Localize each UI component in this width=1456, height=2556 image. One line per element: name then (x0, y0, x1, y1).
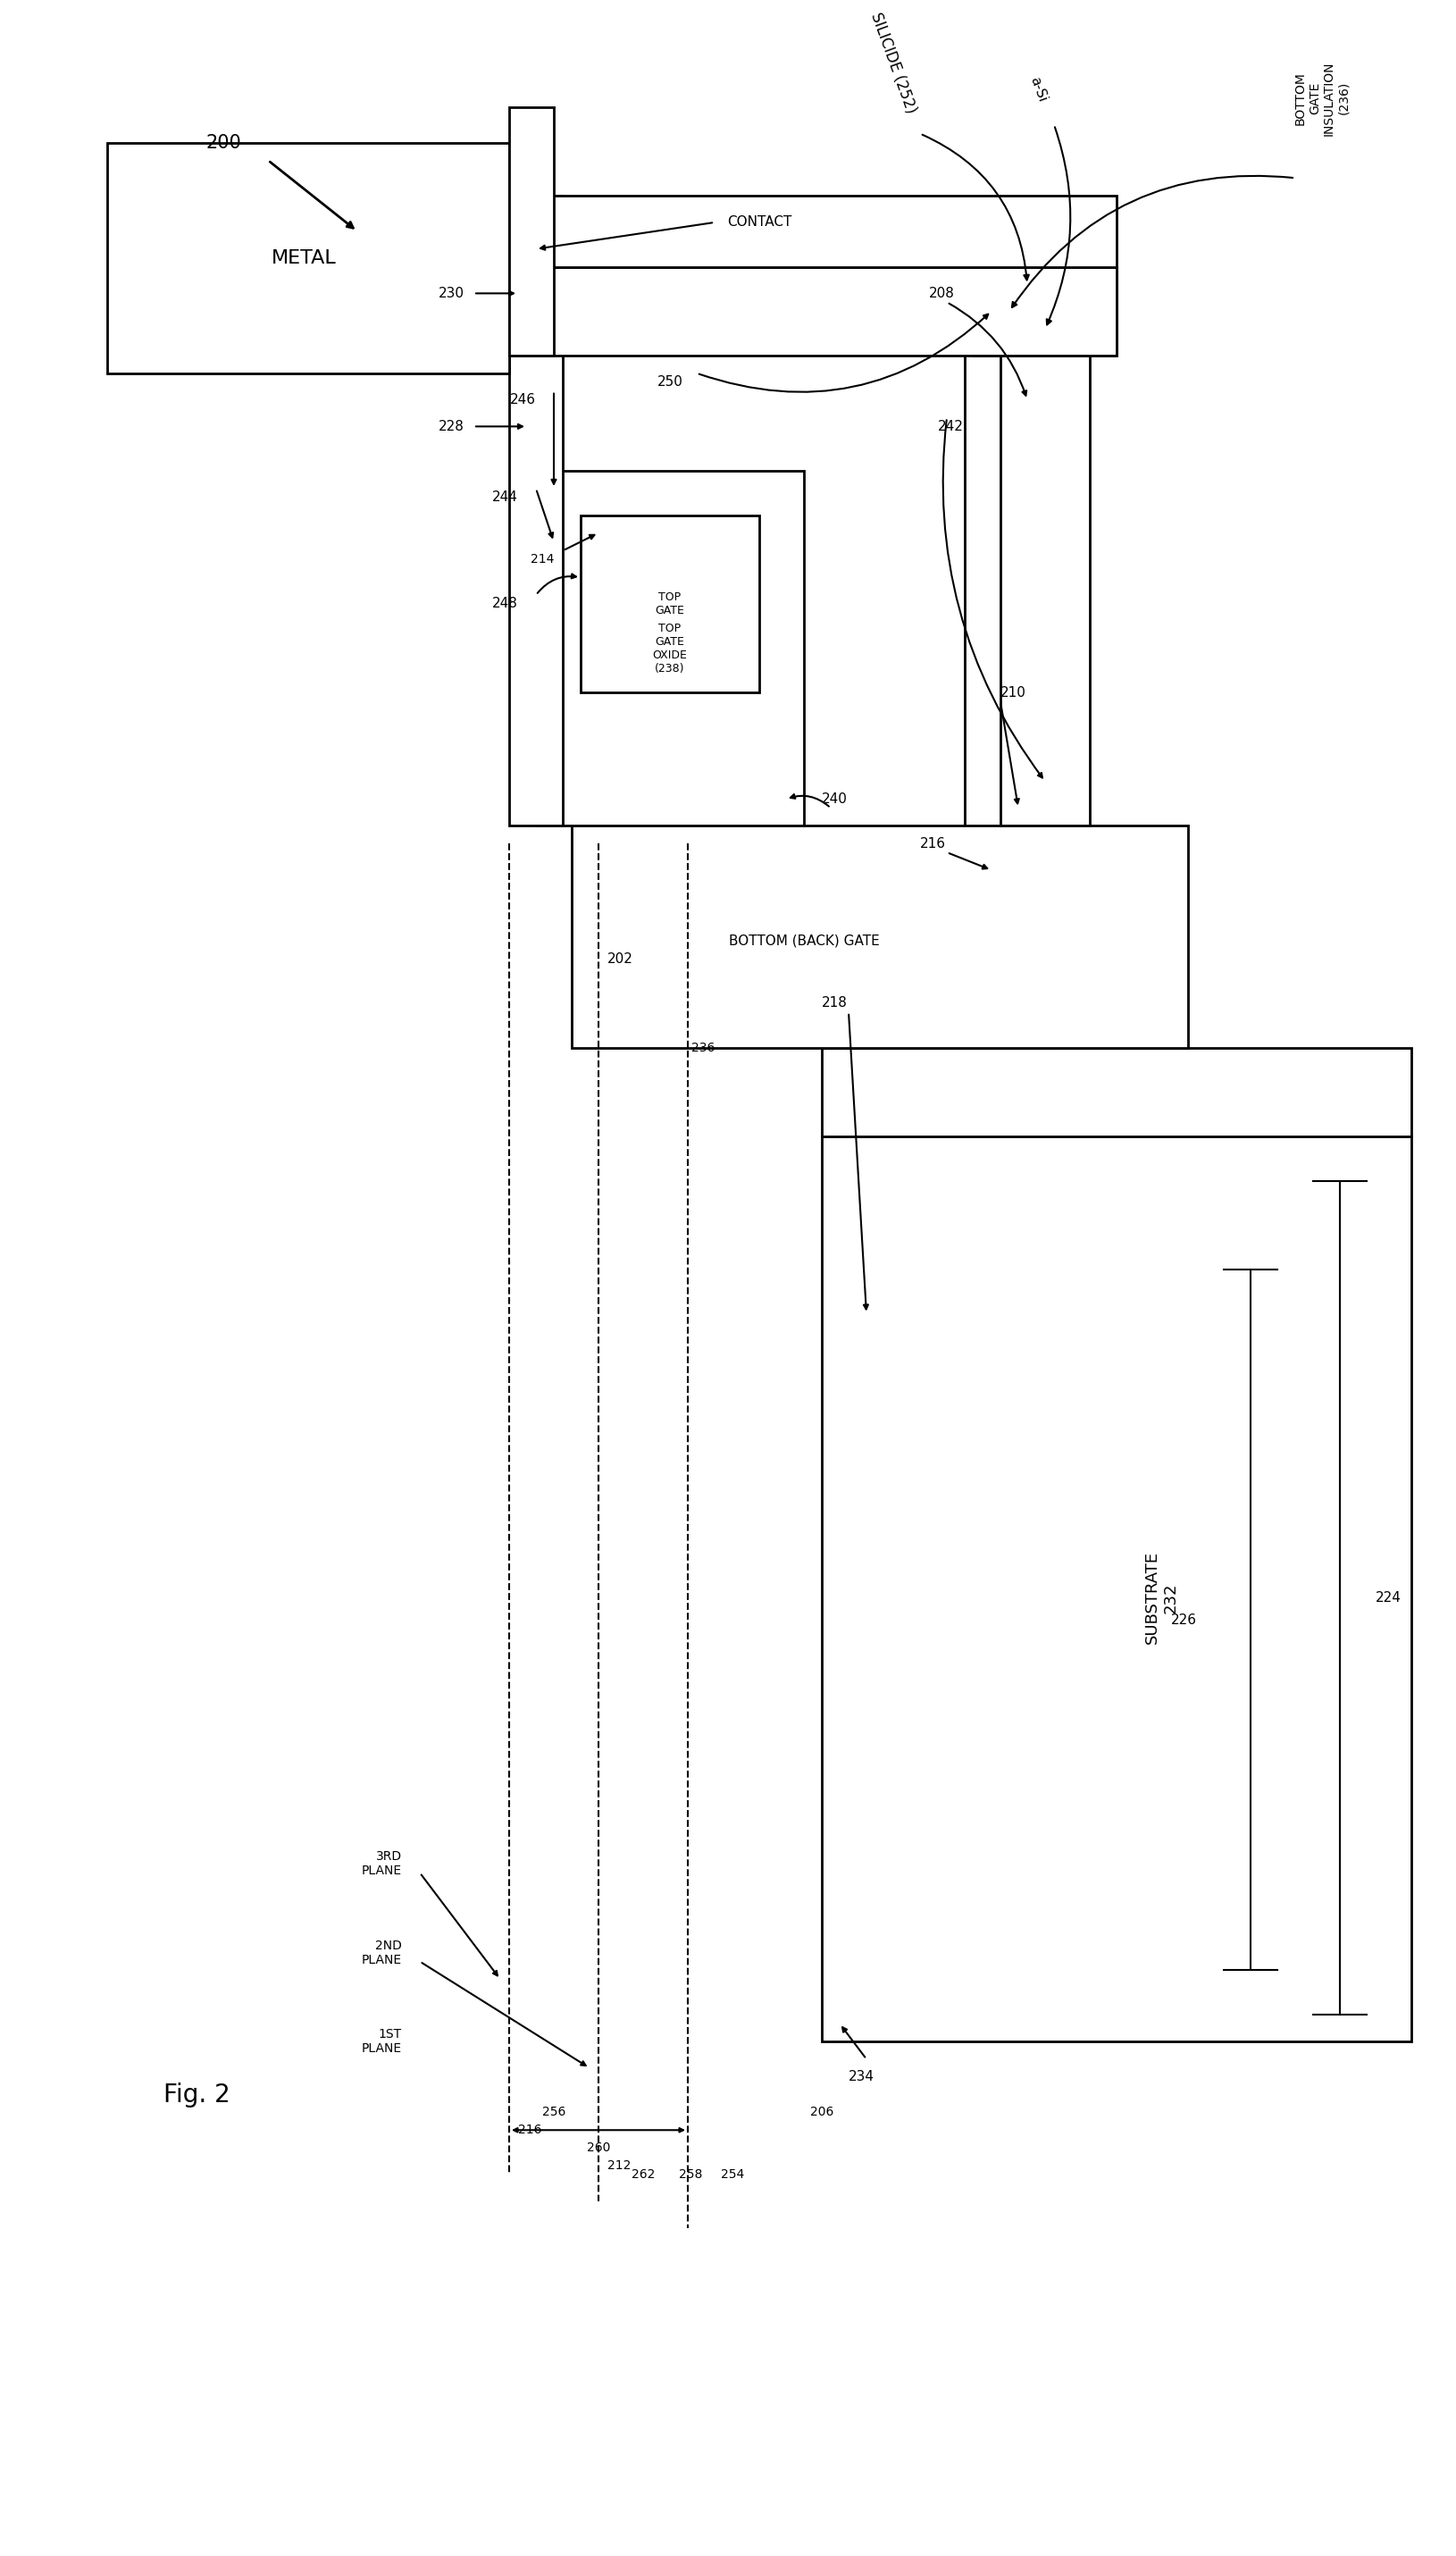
Text: 208: 208 (929, 286, 955, 299)
Text: 226: 226 (1171, 1613, 1197, 1626)
Text: 250: 250 (657, 376, 683, 389)
Text: 202: 202 (607, 953, 633, 966)
Bar (572, 826, 1188, 1048)
Text: Fig. 2: Fig. 2 (163, 2083, 230, 2106)
Text: 218: 218 (821, 997, 847, 1010)
Text: 234: 234 (849, 2070, 875, 2083)
Text: 200: 200 (205, 133, 242, 151)
Bar (510, 197, 563, 826)
Text: 256: 256 (542, 2106, 565, 2119)
Text: 210: 210 (1000, 685, 1026, 700)
Bar (581, 516, 759, 693)
Bar (108, 143, 510, 373)
Text: a-Si: a-Si (1028, 74, 1048, 105)
Text: CONTACT: CONTACT (727, 215, 792, 230)
Text: 1ST
PLANE: 1ST PLANE (361, 2027, 402, 2055)
Text: 212: 212 (607, 2160, 630, 2173)
Text: 216: 216 (518, 2124, 542, 2137)
Text: 242: 242 (938, 419, 964, 432)
Text: 248: 248 (492, 598, 518, 611)
Text: METAL: METAL (271, 248, 336, 266)
Bar (482, 197, 1117, 266)
Text: BOTTOM
GATE
INSULATION
(236): BOTTOM GATE INSULATION (236) (1294, 61, 1350, 135)
Bar (1000, 355, 1089, 826)
Text: TOP
GATE
OXIDE
(238): TOP GATE OXIDE (238) (652, 621, 687, 675)
Text: 228: 228 (438, 419, 464, 432)
Bar (510, 107, 553, 355)
Text: 206: 206 (810, 2106, 834, 2119)
Text: 224: 224 (1376, 1590, 1401, 1605)
Text: 230: 230 (438, 286, 464, 299)
Text: 262: 262 (632, 2167, 655, 2180)
Text: 216: 216 (920, 836, 946, 851)
Text: 236: 236 (692, 1040, 715, 1053)
Text: 258: 258 (678, 2167, 702, 2180)
Text: 214: 214 (530, 552, 553, 565)
Text: 244: 244 (492, 491, 518, 504)
Bar (974, 266, 1117, 355)
Bar (965, 266, 1054, 1048)
Bar (482, 266, 1117, 355)
Text: TOP
GATE: TOP GATE (655, 590, 684, 616)
Text: 254: 254 (721, 2167, 744, 2180)
Text: SUBSTRATE
232: SUBSTRATE 232 (1144, 1551, 1178, 1644)
Text: 246: 246 (510, 394, 536, 406)
Bar (821, 1048, 1411, 1137)
Text: 3RD
PLANE: 3RD PLANE (361, 1851, 402, 1879)
Text: BOTTOM (BACK) GATE: BOTTOM (BACK) GATE (728, 935, 879, 948)
Text: 240: 240 (821, 792, 847, 805)
Text: 2ND
PLANE: 2ND PLANE (361, 1940, 402, 1966)
Text: SILICIDE (252): SILICIDE (252) (868, 10, 919, 115)
Bar (821, 1137, 1411, 2042)
Text: 260: 260 (587, 2142, 610, 2155)
Bar (536, 470, 804, 826)
